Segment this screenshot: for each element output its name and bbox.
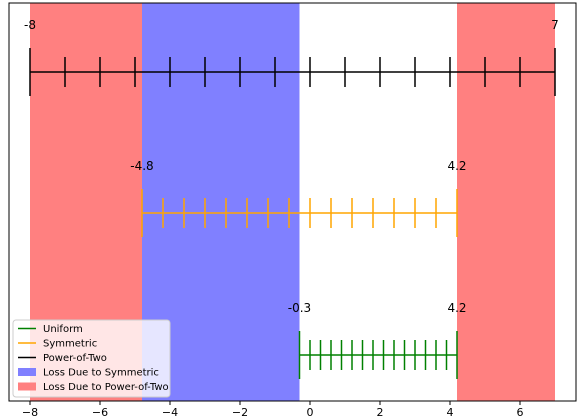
legend-patch-swatch [18, 368, 36, 376]
x-tick-label: 6 [517, 406, 524, 419]
legend-item: Loss Due to Symmetric [18, 368, 159, 379]
x-tick-label: 2 [377, 406, 384, 419]
range-min-label: -4.8 [130, 159, 153, 173]
legend-label: Symmetric [43, 339, 97, 350]
plot-frame [8, 2, 577, 402]
range-max-label: 7 [551, 18, 559, 32]
legend-label: Uniform [43, 324, 83, 335]
range-max-label: 4.2 [447, 159, 466, 173]
series-symmetric: -4.8 4.2 [130, 159, 467, 237]
series-uniform: -0.3 4.2 [288, 301, 467, 379]
legend-item: Uniform [18, 324, 83, 335]
legend-patch-swatch [18, 382, 36, 391]
range-min-label: -8 [24, 18, 36, 32]
legend-label: Loss Due to Power-of-Two [43, 382, 169, 393]
legend-item: Loss Due to Power-of-Two [18, 382, 169, 393]
x-axis: −8 −6 −4 −2 0 2 4 6 [22, 401, 524, 419]
x-tick-label: −2 [232, 406, 248, 419]
series-lines: -8 7 -4.8 4.2 -0.3 4.2 [24, 18, 559, 379]
loss-regions [30, 3, 555, 401]
legend-item: Power-of-Two [18, 353, 107, 364]
legend-label: Power-of-Two [43, 353, 107, 364]
x-tick-label: −6 [92, 406, 108, 419]
range-max-label: 4.2 [447, 301, 466, 315]
legend-item: Symmetric [18, 339, 97, 350]
range-min-label: -0.3 [288, 301, 311, 315]
legend-box [12, 319, 171, 398]
legend: Uniform Symmetric Power-of-Two Loss Due to … [12, 319, 171, 398]
series-power-of-two: -8 7 [24, 18, 559, 96]
x-tick-label: −8 [22, 406, 38, 419]
loss-region [457, 3, 555, 401]
x-tick-label: −4 [162, 406, 178, 419]
x-tick-label: 0 [307, 406, 314, 419]
x-tick-label: 4 [447, 406, 454, 419]
legend-label: Loss Due to Symmetric [43, 368, 159, 379]
